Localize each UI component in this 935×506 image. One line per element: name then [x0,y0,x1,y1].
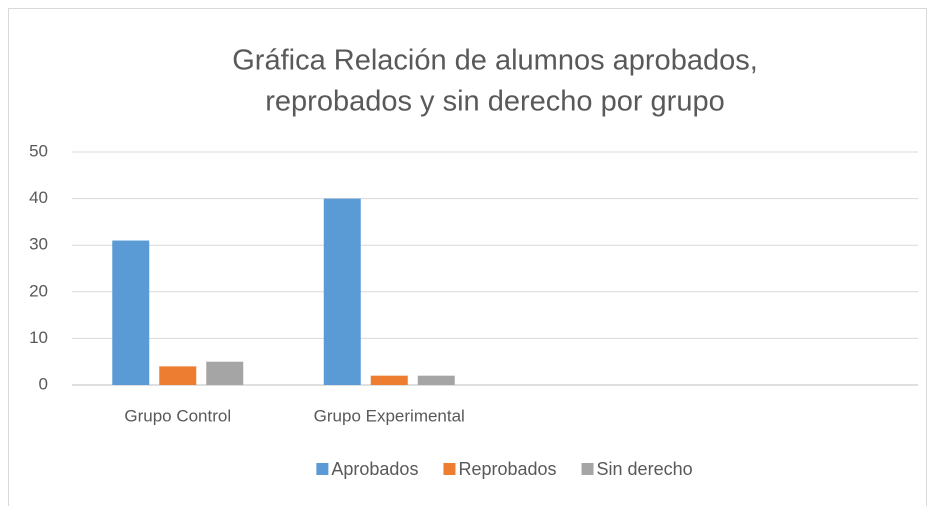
legend-label: Aprobados [331,459,418,479]
y-tick-label: 20 [29,281,48,300]
y-tick-label: 40 [29,188,48,207]
legend-swatch [581,463,594,475]
bar [323,198,361,385]
bar [370,375,408,385]
bar [417,375,455,385]
y-tick-label: 30 [29,235,48,254]
y-tick-label: 50 [29,141,48,160]
y-tick-label: 0 [39,374,48,393]
x-tick-label: Grupo Control [124,406,231,425]
legend-label: Reprobados [458,459,556,479]
y-tick-label: 10 [29,328,48,347]
legend-label: Sin derecho [597,459,693,479]
bar [159,366,197,385]
chart-title: Gráfica Relación de alumnos aprobados, [232,45,758,77]
chart-title: reprobados y sin derecho por grupo [265,86,724,118]
x-tick-label: Grupo Experimental [314,406,465,425]
legend-swatch [316,463,329,475]
bar [112,240,150,385]
bar [206,361,244,385]
chart-border [8,8,927,506]
legend-swatch [443,463,456,475]
